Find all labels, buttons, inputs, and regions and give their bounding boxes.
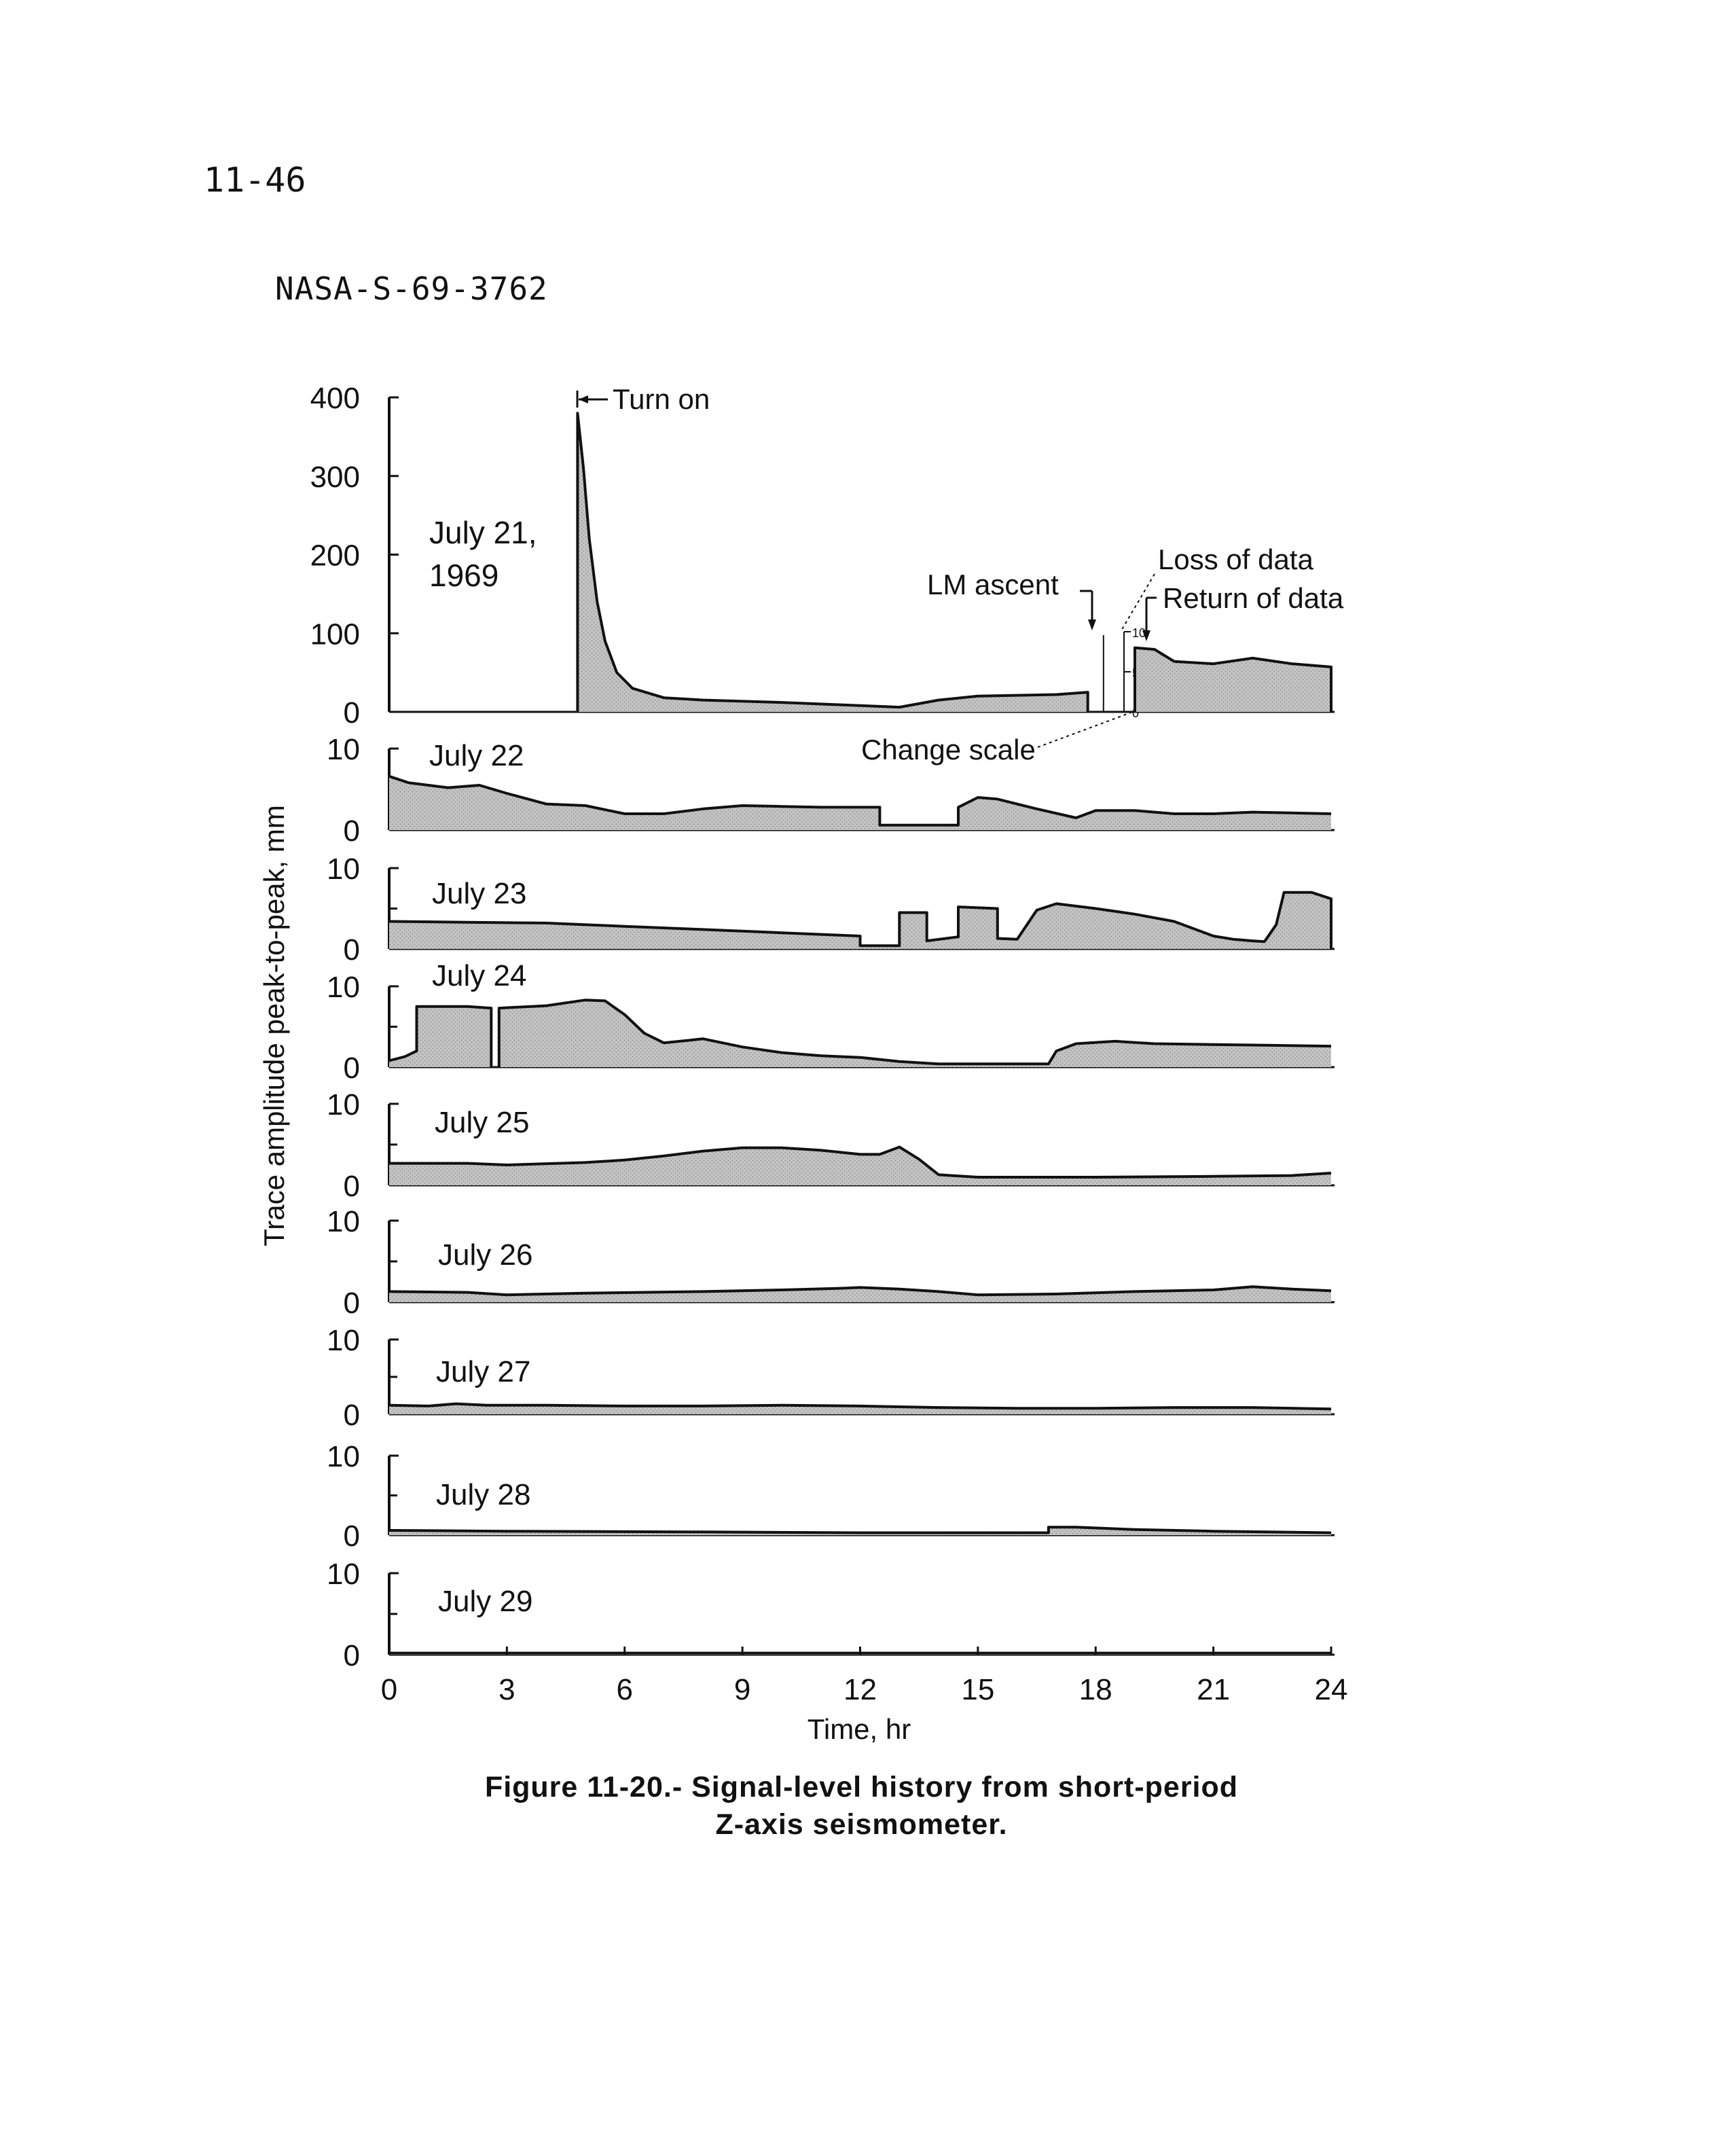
series-line xyxy=(576,412,1089,712)
y-tick-label: 10 xyxy=(327,1324,360,1357)
annotation-return-of-data: Return of data xyxy=(1163,582,1344,614)
y-tick-label: 10 xyxy=(327,1558,360,1591)
panel-label: July 27 xyxy=(436,1355,530,1388)
y-tick-label: 10 xyxy=(327,1440,360,1473)
y-tick-label: 0 xyxy=(344,1639,360,1672)
page-number: 11-46 xyxy=(204,160,306,200)
y-tick-label: 10 xyxy=(327,1088,360,1121)
x-tick-label: 18 xyxy=(1079,1673,1112,1706)
panel-label: July 26 xyxy=(438,1238,532,1272)
series-line xyxy=(388,1526,1332,1534)
figure-id: NASA-S-69-3762 xyxy=(275,270,548,307)
y-tick-label: 10 xyxy=(327,1205,360,1238)
series-line xyxy=(389,1145,1332,1179)
panel-4: 10 0 July 25 xyxy=(327,1088,1335,1203)
panel-label: July 25 xyxy=(435,1106,529,1139)
annotations: Turn on LM ascent Loss of data Return of… xyxy=(576,383,1344,766)
x-tick-label: 12 xyxy=(844,1673,877,1706)
area-fill xyxy=(389,1287,1331,1302)
y-tick-label: 0 xyxy=(344,933,360,967)
series-line xyxy=(388,891,1332,949)
change-scale-leader xyxy=(1037,711,1133,748)
y-tick-label: 300 xyxy=(310,461,360,494)
series-line xyxy=(388,1402,1332,1411)
lm-ascent-arrowhead xyxy=(1088,619,1096,630)
x-axis: 0 3 6 9 12 15 18 21 24 xyxy=(381,1647,1348,1706)
panel-0: 40030020010001050July 21,1969 xyxy=(310,382,1335,730)
caption-line-2: Z-axis seismometer. xyxy=(715,1808,1008,1841)
inset-series-line xyxy=(1133,646,1332,712)
panel-8: 10 0 July 29 xyxy=(327,1558,1335,1672)
x-tick-label: 15 xyxy=(961,1673,994,1706)
inset-tick-label: 0 xyxy=(1132,706,1139,720)
panel-3: 10 0 July 24 xyxy=(327,959,1335,1085)
y-tick-label: 200 xyxy=(310,539,360,573)
area-fill xyxy=(389,776,1331,830)
y-tick-label: 0 xyxy=(344,1399,360,1432)
x-tick-label: 24 xyxy=(1315,1673,1348,1706)
area-fill xyxy=(389,892,1331,949)
annotation-change-scale: Change scale xyxy=(861,734,1036,766)
y-tick-label: 0 xyxy=(344,696,360,730)
panel-label: July 29 xyxy=(438,1585,532,1618)
annotation-loss-of-data: Loss of data xyxy=(1158,543,1313,575)
loss-of-data-leader xyxy=(1120,573,1155,632)
y-tick-label: 0 xyxy=(344,814,360,848)
area-fill xyxy=(498,1000,1331,1067)
panel-label-line-2: 1969 xyxy=(429,558,498,593)
panel-1: 10 0 July 22 xyxy=(327,733,1335,848)
panel-label: July 23 xyxy=(432,877,526,910)
turn-on-arrowhead xyxy=(579,395,588,403)
series-line xyxy=(388,1005,493,1067)
y-tick-label: 10 xyxy=(327,852,360,886)
caption-line-1: Figure 11-20.- Signal-level history from… xyxy=(484,1771,1239,1803)
annotation-lm-ascent: LM ascent xyxy=(927,569,1059,600)
panel-label: July 24 xyxy=(432,959,526,992)
panel-2: 10 0 July 23 xyxy=(327,852,1335,967)
y-tick-label: 400 xyxy=(310,382,360,415)
y-tick-label: 0 xyxy=(344,1170,360,1203)
y-tick-label: 100 xyxy=(310,617,360,651)
series-line xyxy=(388,1285,1332,1297)
panel-6: 10 0 July 27 xyxy=(327,1324,1335,1432)
area-fill xyxy=(577,413,1088,712)
series-line xyxy=(497,999,1332,1067)
inset-area-fill xyxy=(1135,647,1331,712)
series-line xyxy=(388,774,1332,827)
panel-label-line-1: July 21, xyxy=(429,515,537,550)
x-axis-label: Time, hr xyxy=(808,1713,911,1745)
panel-label: July 22 xyxy=(429,739,524,772)
inset-tick-label: 10 xyxy=(1132,626,1146,640)
y-tick-label: 0 xyxy=(344,1520,360,1553)
y-tick-label: 10 xyxy=(327,971,360,1004)
panel-5: 10 0 July 26 xyxy=(327,1205,1335,1320)
y-tick-label: 0 xyxy=(344,1052,360,1085)
y-tick-label: 10 xyxy=(327,733,360,766)
y-tick-label: 0 xyxy=(344,1287,360,1320)
panel-7: 10 0 July 28 xyxy=(327,1440,1335,1553)
x-tick-label: 9 xyxy=(734,1673,750,1706)
x-tick-label: 21 xyxy=(1197,1673,1230,1706)
x-tick-label: 3 xyxy=(498,1673,515,1706)
panel-label: July 28 xyxy=(436,1478,530,1511)
y-axis-label: Trace amplitude peak-to-peak, mm xyxy=(258,805,290,1246)
return-of-data-arrowhead xyxy=(1142,630,1150,641)
annotation-turn-on: Turn on xyxy=(613,383,710,415)
x-tick-label: 6 xyxy=(617,1673,633,1706)
area-fill xyxy=(389,1147,1331,1185)
x-tick-label: 0 xyxy=(381,1673,397,1706)
